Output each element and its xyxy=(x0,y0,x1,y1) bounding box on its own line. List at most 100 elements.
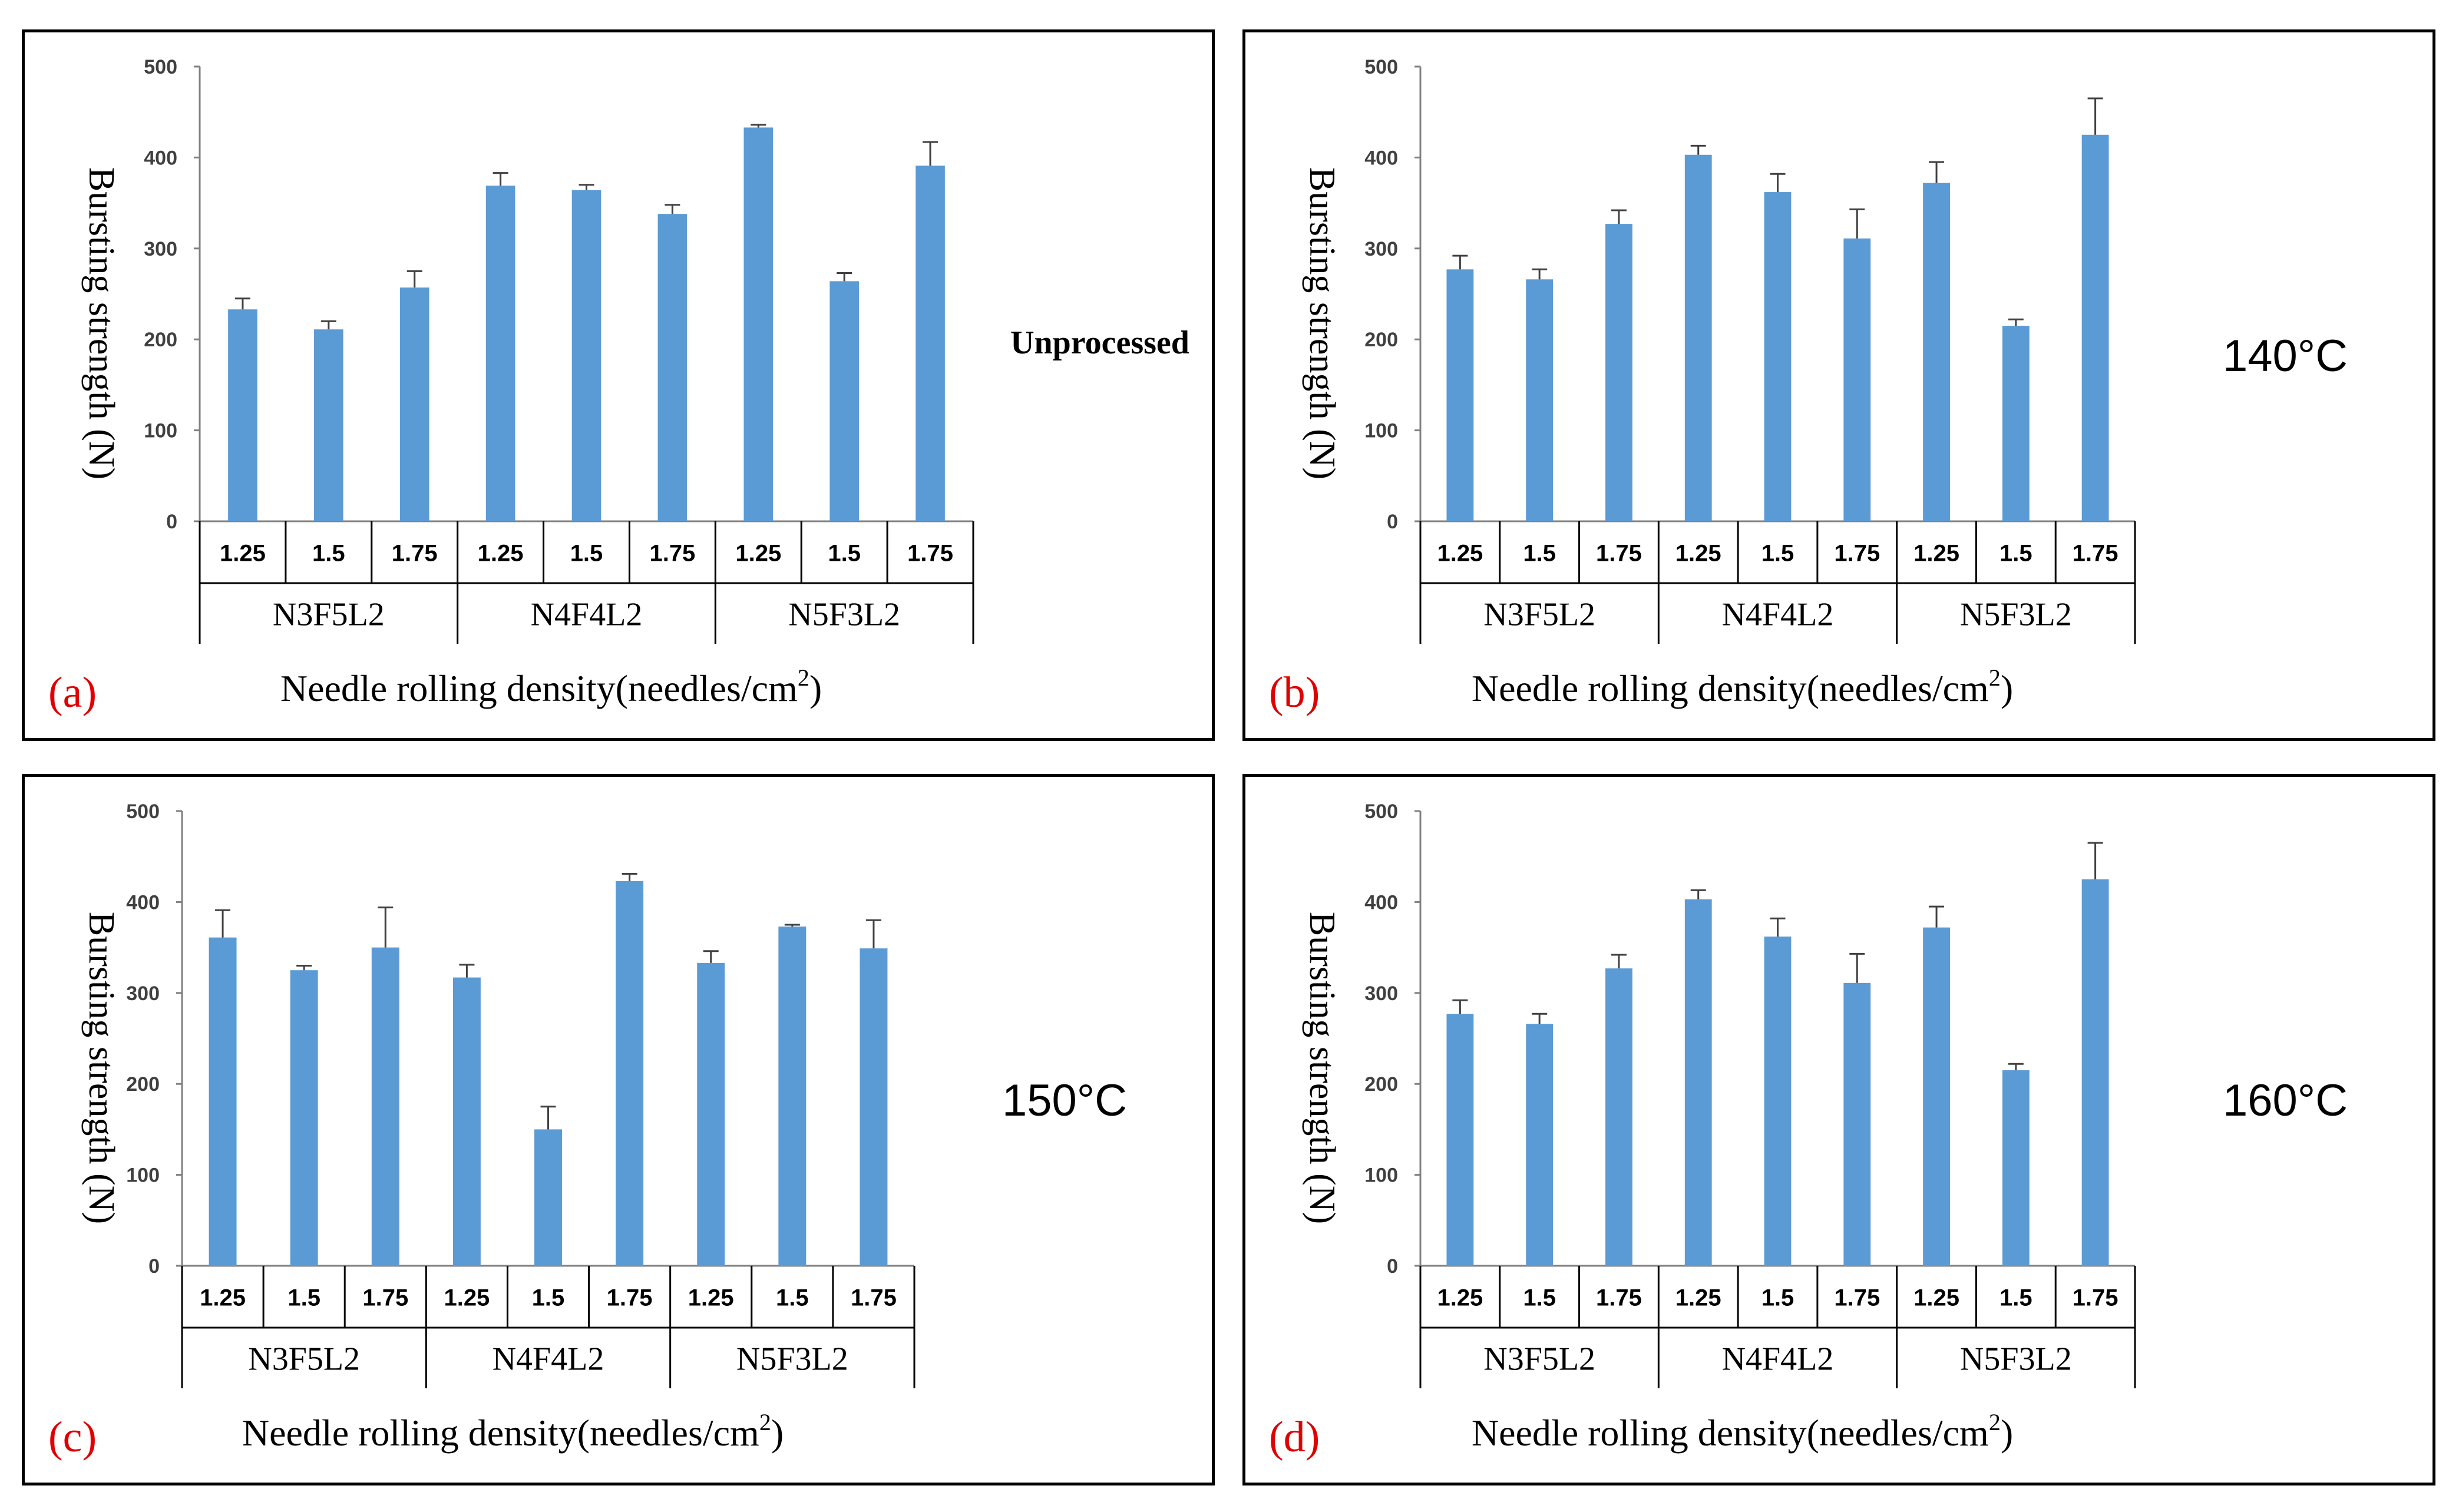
y-tick-label: 0 xyxy=(1387,511,1398,533)
bar xyxy=(1684,899,1712,1266)
y-tick-label: 400 xyxy=(144,147,177,169)
y-tick-label: 100 xyxy=(1364,420,1398,442)
x-tick-label: 1.25 xyxy=(444,1285,490,1311)
panel-label: (b) xyxy=(1269,669,1320,717)
bar xyxy=(1923,927,1950,1266)
bar xyxy=(399,287,429,521)
y-axis-title: Bursting strength (N) xyxy=(81,912,121,1224)
chart-svg: 0 100 200 300 400 500 1.25 1.5 1.75 1.25 1.5 1.75 1.… xyxy=(1269,56,2348,717)
panel-label: (d) xyxy=(1269,1413,1320,1461)
y-tick-label: 200 xyxy=(126,1073,160,1096)
bar xyxy=(1526,1024,1554,1266)
bar xyxy=(1526,279,1554,521)
bar xyxy=(2081,134,2109,522)
x-axis-title: Needle rolling density(needles/cm2) xyxy=(280,664,822,709)
bar xyxy=(916,166,945,521)
chart-panel-c: 0 100 200 300 400 500 1.25 1.5 1.75 1.25 1.5 1.75 1.… xyxy=(22,774,1215,1485)
y-axis-title: Bursting strength (N) xyxy=(1302,912,1342,1224)
y-tick-label: 200 xyxy=(144,329,177,351)
bar xyxy=(534,1129,562,1266)
x-axis-title-close: ) xyxy=(2001,1412,2013,1454)
x-axis-title-close: ) xyxy=(771,1412,784,1454)
x-tick-label: 1.75 xyxy=(2073,1285,2118,1311)
y-tick-label: 300 xyxy=(144,238,177,260)
group-label: N3F5L2 xyxy=(248,1341,360,1378)
group-label: N4F4L2 xyxy=(531,597,643,633)
x-tick-label: 1.75 xyxy=(1596,541,1642,567)
x-tick-label: 1.5 xyxy=(287,1285,320,1311)
x-axis-title-close: ) xyxy=(809,667,822,709)
x-axis-title-main: Needle rolling density(needles/cm xyxy=(1472,667,1989,709)
bar xyxy=(209,937,237,1266)
y-tick-label: 100 xyxy=(126,1164,160,1187)
y-tick-label: 0 xyxy=(166,511,177,533)
x-axis-title-close: ) xyxy=(2001,667,2013,709)
x-tick-label: 1.75 xyxy=(907,541,953,567)
chart-panel-b: 0 100 200 300 400 500 1.25 1.5 1.75 1.25 1.5 1.75 1.… xyxy=(1242,29,2435,741)
x-tick-label: 1.75 xyxy=(362,1285,408,1311)
x-tick-label: 1.25 xyxy=(220,541,266,567)
x-tick-label: 1.5 xyxy=(1999,1285,2032,1311)
chart-panel-a: 0 100 200 300 400 500 1.25 1.5 1.75 1.25 1.5 1.75 1.… xyxy=(22,29,1215,741)
group-label: N3F5L2 xyxy=(1483,597,1595,633)
y-tick-label: 400 xyxy=(1364,147,1398,169)
y-tick-label: 300 xyxy=(1364,238,1398,260)
bar xyxy=(2002,1070,2030,1266)
x-axis-title-superscript: 2 xyxy=(1989,664,2001,691)
y-tick-label: 0 xyxy=(1387,1255,1398,1278)
bar xyxy=(571,190,601,521)
x-axis-title-main: Needle rolling density(needles/cm xyxy=(242,1412,759,1454)
bar xyxy=(697,962,725,1266)
chart-panel-d: 0 100 200 300 400 500 1.25 1.5 1.75 1.25 1.5 1.75 1.… xyxy=(1242,774,2435,1485)
x-tick-label: 1.5 xyxy=(1761,1285,1794,1311)
condition-label: Unprocessed xyxy=(1010,325,1189,361)
x-tick-label: 1.75 xyxy=(392,541,438,567)
x-axis-title-main: Needle rolling density(needles/cm xyxy=(1472,1412,1989,1454)
bar xyxy=(1764,937,1792,1266)
y-tick-label: 100 xyxy=(1364,1164,1398,1187)
x-tick-label: 1.25 xyxy=(1913,541,1959,567)
x-tick-label: 1.25 xyxy=(1437,541,1483,567)
x-tick-label: 1.75 xyxy=(1834,1285,1880,1311)
group-label: N5F3L2 xyxy=(1960,597,2072,633)
y-tick-label: 100 xyxy=(144,420,177,442)
bar xyxy=(2002,326,2030,521)
y-tick-label: 300 xyxy=(1364,982,1398,1005)
x-axis-title-superscript: 2 xyxy=(1989,1409,2001,1435)
chart-svg: 0 100 200 300 400 500 1.25 1.5 1.75 1.25 1.5 1.75 1.… xyxy=(48,56,1189,717)
bar xyxy=(1764,192,1792,521)
group-label: N4F4L2 xyxy=(493,1341,604,1378)
y-axis-title: Bursting strength (N) xyxy=(1302,167,1342,479)
y-tick-label: 500 xyxy=(126,800,160,823)
x-tick-label: 1.5 xyxy=(828,541,861,567)
y-tick-label: 500 xyxy=(1364,56,1398,78)
y-tick-label: 300 xyxy=(126,982,160,1005)
x-tick-label: 1.25 xyxy=(1675,541,1721,567)
group-label: N5F3L2 xyxy=(1960,1341,2072,1378)
y-axis-title: Bursting strength (N) xyxy=(81,167,121,479)
bar xyxy=(290,970,318,1266)
bar xyxy=(371,947,399,1266)
bar xyxy=(1446,269,1474,521)
x-tick-label: 1.75 xyxy=(649,541,695,567)
bar xyxy=(1605,224,1632,521)
bar xyxy=(1605,968,1632,1266)
x-axis-title-superscript: 2 xyxy=(759,1409,771,1435)
bar xyxy=(829,281,859,521)
bar xyxy=(657,214,688,521)
x-tick-label: 1.75 xyxy=(1834,541,1880,567)
y-tick-label: 500 xyxy=(144,56,177,78)
x-tick-label: 1.75 xyxy=(851,1285,897,1311)
panel-label: (c) xyxy=(48,1413,97,1461)
x-tick-label: 1.25 xyxy=(1437,1285,1483,1311)
bar xyxy=(1843,238,1871,521)
chart-svg: 0 100 200 300 400 500 1.25 1.5 1.75 1.25 1.5 1.75 1.… xyxy=(1269,800,2348,1461)
panel-label: (a) xyxy=(48,669,97,717)
x-tick-label: 1.75 xyxy=(607,1285,653,1311)
y-tick-label: 200 xyxy=(1364,329,1398,351)
x-tick-label: 1.5 xyxy=(1761,541,1794,567)
bar xyxy=(2081,879,2109,1266)
group-label: N4F4L2 xyxy=(1722,597,1834,633)
x-tick-label: 1.75 xyxy=(1596,1285,1642,1311)
x-axis-title-main: Needle rolling density(needles/cm xyxy=(280,667,798,709)
